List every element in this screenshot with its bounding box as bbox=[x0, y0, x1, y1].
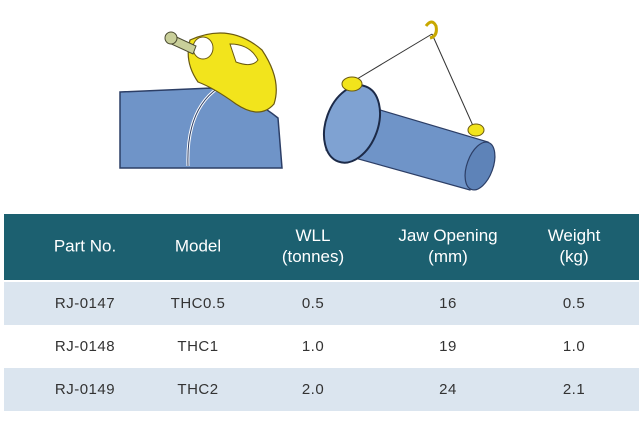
header-cell: (tonnes) bbox=[282, 247, 344, 266]
table-cell: 0.5 bbox=[563, 295, 585, 312]
header-cell: (mm) bbox=[428, 247, 468, 266]
table-cell: 16 bbox=[439, 295, 457, 312]
table-cell: RJ-0149 bbox=[55, 381, 115, 398]
table-cell: 1.0 bbox=[563, 338, 585, 355]
table-cell: THC2 bbox=[177, 381, 218, 398]
table-cell: 2.0 bbox=[302, 381, 324, 398]
row-background bbox=[4, 282, 639, 325]
table-cell: 19 bbox=[439, 338, 457, 355]
table-cell: 2.1 bbox=[563, 381, 585, 398]
header-cell: Weight bbox=[548, 226, 601, 245]
table-cell: 0.5 bbox=[302, 295, 324, 312]
header-cell: Model bbox=[175, 236, 221, 255]
row-background bbox=[4, 325, 639, 368]
table-cell: 24 bbox=[439, 381, 457, 398]
clamp-illustration-left bbox=[119, 31, 283, 169]
table-cell: THC1 bbox=[177, 338, 218, 355]
header-cell: WLL bbox=[296, 226, 331, 245]
table-cell: RJ-0148 bbox=[55, 338, 115, 355]
table-cell: THC0.5 bbox=[171, 295, 226, 312]
clamp-illustration-right bbox=[322, 20, 496, 191]
table-header-background bbox=[4, 214, 639, 280]
table-cell: RJ-0147 bbox=[55, 295, 115, 312]
row-background bbox=[4, 368, 639, 411]
header-cell: (kg) bbox=[559, 247, 588, 266]
table-cell: 1.0 bbox=[302, 338, 324, 355]
header-cell: Jaw Opening bbox=[398, 226, 497, 245]
header-cell: Part No. bbox=[54, 236, 116, 255]
